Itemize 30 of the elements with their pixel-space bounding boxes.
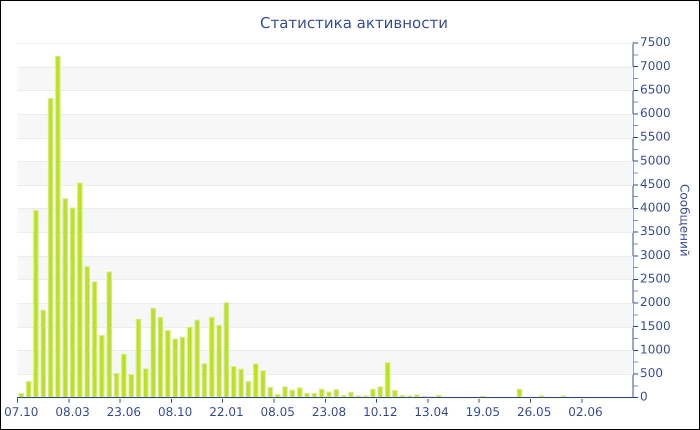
y-tick-label: 3500 (640, 224, 671, 238)
x-tick-label: 08.10 (158, 404, 192, 419)
y-tick-label: 2500 (640, 272, 671, 286)
x-tick-label: 26.05 (516, 404, 552, 419)
y-tick-label: 7500 (640, 35, 671, 50)
y-tick-label: 5500 (640, 130, 671, 144)
chart-title: Статистика активности (260, 14, 448, 32)
y-tick-label: 7000 (640, 58, 671, 73)
y-tick-label: 2000 (640, 295, 671, 310)
y-tick-label: 4000 (640, 200, 671, 215)
y-tick-label: 6000 (640, 106, 671, 120)
y-axis-title: Сообщений (678, 184, 692, 257)
x-tick-label: 22.01 (209, 404, 244, 419)
x-tick-label: 13.04 (414, 404, 449, 419)
x-tick-label: 10.12 (363, 404, 398, 419)
x-tick-label: 08.05 (260, 404, 295, 419)
x-tick-label: 08.03 (55, 404, 90, 419)
x-tick-label: 02.06 (568, 404, 603, 419)
y-tick-label: 1500 (640, 318, 671, 333)
x-tick-label: 23.06 (106, 404, 142, 419)
x-tick-label: 23.08 (312, 404, 346, 419)
y-tick-label: 3000 (640, 248, 671, 262)
y-tick-label: 6500 (640, 82, 671, 96)
y-tick-label: 5000 (640, 153, 671, 168)
y-tick-label: 1000 (640, 342, 671, 356)
y-tick-label: 500 (640, 366, 663, 380)
y-tick-label: 4500 (640, 176, 671, 191)
x-tick-label: 19.05 (466, 404, 500, 419)
x-tick-label: 07.10 (4, 404, 38, 419)
y-tick-label: 0 (640, 390, 648, 404)
